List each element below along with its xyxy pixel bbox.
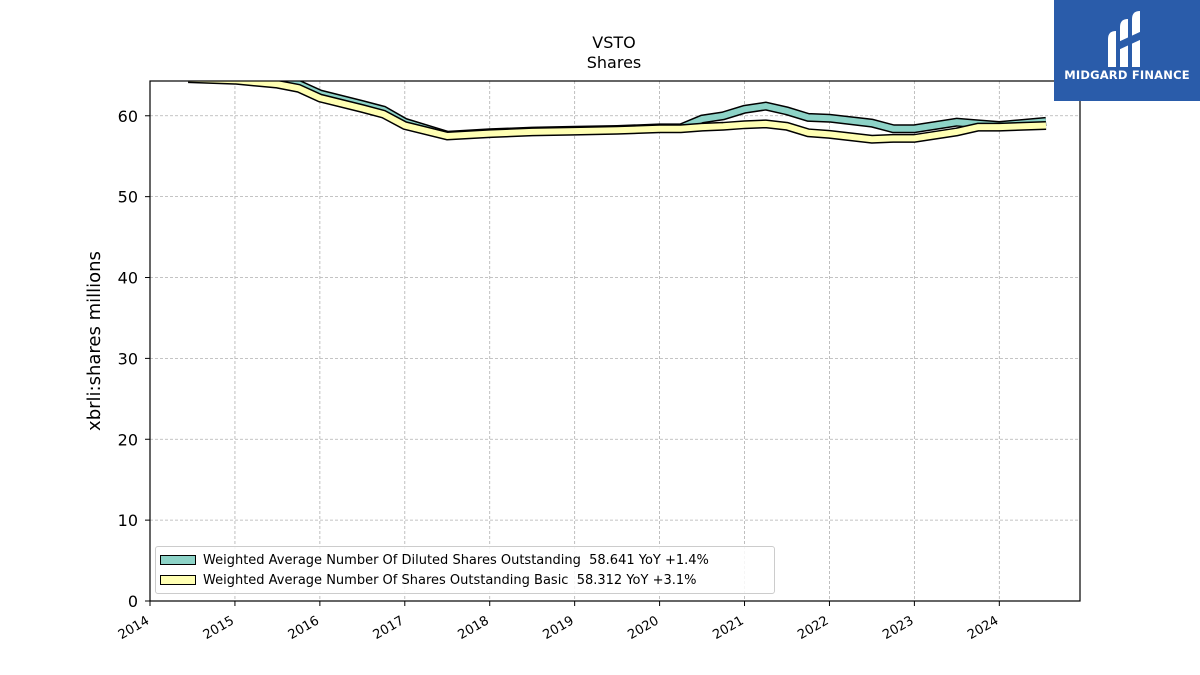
chart-title: VSTO [592, 33, 635, 52]
y-tick-label: 10 [118, 511, 138, 530]
x-tick-label: 2017 [371, 613, 407, 643]
series-layer [188, 81, 1047, 144]
x-axis: 2014 2015 2016 2017 2018 2019 2020 2021 2022 2023… [116, 601, 1001, 643]
y-tick-label: 40 [118, 269, 138, 288]
y-tick-label: 20 [118, 430, 138, 449]
y-axis-label: xbrli:shares millions [84, 251, 105, 431]
x-tick-label: 2020 [625, 613, 661, 643]
brand-logo: MIDGARD FINANCE [1054, 0, 1200, 101]
y-tick-label: 0 [128, 592, 138, 611]
y-tick-label: 50 [118, 188, 138, 207]
logo-text: MIDGARD FINANCE [1064, 68, 1190, 82]
series-line-1 [188, 81, 1047, 143]
legend-item-basic: Weighted Average Number Of Shares Outsta… [160, 570, 697, 590]
legend-swatch-diluted [160, 555, 196, 565]
legend: Weighted Average Number Of Diluted Share… [155, 546, 775, 594]
x-tick-label: 2022 [795, 613, 831, 643]
x-tick-label: 2021 [710, 613, 746, 643]
legend-swatch-basic [160, 575, 196, 585]
legend-label-basic: Weighted Average Number Of Shares Outsta… [203, 572, 697, 588]
legend-label-diluted: Weighted Average Number Of Diluted Share… [203, 552, 709, 568]
x-tick-label: 2019 [540, 613, 576, 643]
x-tick-label: 2018 [456, 613, 492, 643]
x-tick-label: 2014 [116, 613, 152, 643]
x-tick-label: 2015 [201, 613, 237, 643]
x-tick-label: 2016 [286, 613, 322, 643]
plot-frame [149, 80, 1081, 602]
y-tick-label: 60 [118, 107, 138, 126]
y-tick-label: 30 [118, 349, 138, 368]
chart-subtitle: Shares [587, 53, 642, 72]
x-tick-label: 2024 [965, 613, 1001, 643]
x-tick-label: 2023 [880, 613, 916, 643]
y-axis: 0 10 20 30 40 50 60 [118, 107, 150, 611]
grid-lines [150, 81, 1080, 601]
midgard-logo-icon [1108, 11, 1142, 67]
legend-item-diluted: Weighted Average Number Of Diluted Share… [160, 550, 709, 570]
